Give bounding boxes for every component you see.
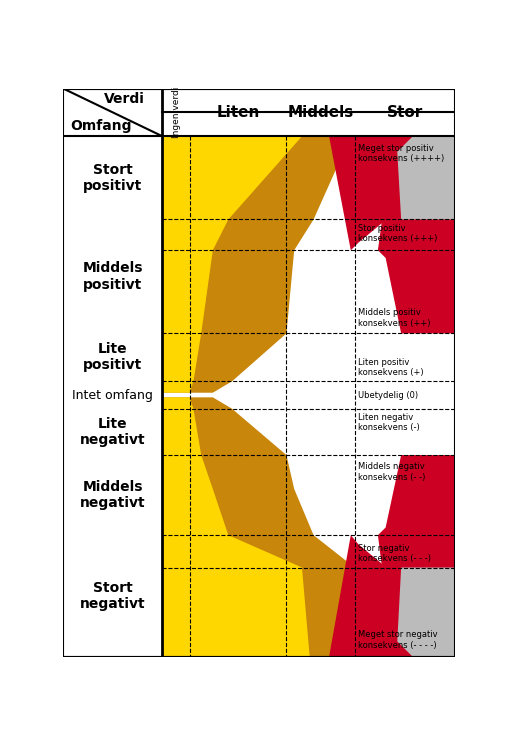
Text: Middels positiv
konsekvens (++): Middels positiv konsekvens (++) — [357, 308, 429, 328]
Polygon shape — [396, 568, 454, 657]
Text: Omfang: Omfang — [70, 119, 131, 133]
Text: Stort
negativt: Stort negativt — [80, 581, 145, 611]
Text: Stor: Stor — [386, 105, 422, 120]
Text: Meget stor negativ
konsekvens (- - - -): Meget stor negativ konsekvens (- - - -) — [357, 630, 436, 649]
Text: Middels
positivt: Middels positivt — [82, 261, 143, 292]
Text: Ingen verdi: Ingen verdi — [171, 87, 180, 138]
Text: Stor negativ
konsekvens (- - -): Stor negativ konsekvens (- - -) — [357, 544, 430, 563]
Text: Middels
negativt: Middels negativt — [80, 480, 145, 510]
Polygon shape — [162, 397, 354, 657]
Polygon shape — [396, 137, 454, 219]
Text: Meget stor positiv
konsekvens (++++): Meget stor positiv konsekvens (++++) — [357, 143, 443, 163]
Text: Liten positiv
konsekvens (+): Liten positiv konsekvens (+) — [357, 358, 423, 377]
Polygon shape — [377, 137, 454, 334]
Text: Stor positiv
konsekvens (+++): Stor positiv konsekvens (+++) — [357, 224, 436, 243]
Text: Ubetydelig (0): Ubetydelig (0) — [357, 390, 417, 399]
Polygon shape — [328, 535, 454, 657]
Text: Liten: Liten — [216, 105, 259, 120]
Text: Verdi: Verdi — [104, 92, 145, 106]
Text: Middels: Middels — [287, 105, 353, 120]
Text: Lite
positivt: Lite positivt — [83, 342, 142, 373]
Text: Lite
negativt: Lite negativt — [80, 417, 145, 447]
Polygon shape — [162, 137, 301, 393]
Text: Stort
positivt: Stort positivt — [83, 163, 142, 193]
Text: Liten negativ
konsekvens (-): Liten negativ konsekvens (-) — [357, 413, 419, 432]
Polygon shape — [377, 455, 454, 657]
Polygon shape — [162, 137, 350, 393]
Polygon shape — [162, 397, 309, 657]
Polygon shape — [328, 137, 454, 250]
Text: Middels negativ
konsekvens (- -): Middels negativ konsekvens (- -) — [357, 462, 424, 482]
Polygon shape — [189, 393, 454, 397]
Text: Intet omfang: Intet omfang — [72, 388, 153, 401]
